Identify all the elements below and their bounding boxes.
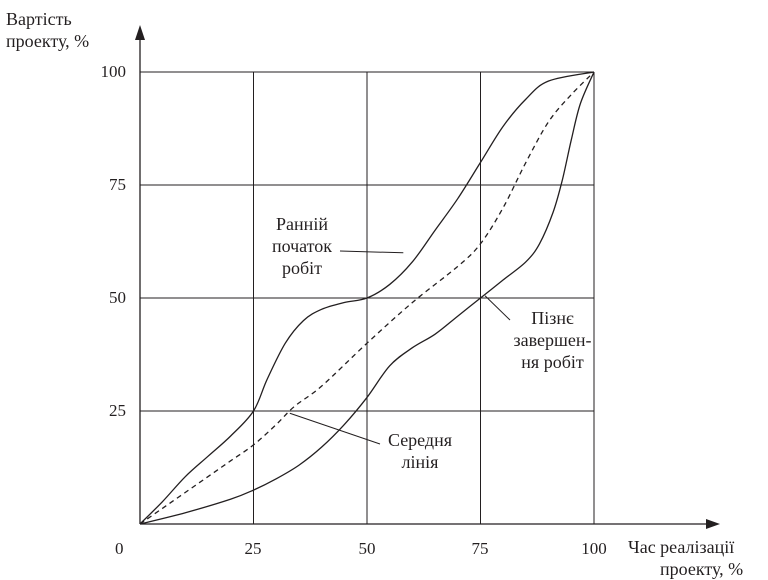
x-tick-label-50: 50	[358, 539, 376, 558]
y-axis-arrow	[135, 25, 145, 40]
x-axis-title-line-2: проекту, %	[660, 559, 744, 579]
x-tick-label-25: 25	[244, 539, 262, 558]
axes	[135, 25, 720, 529]
y-tick-label-100: 100	[100, 62, 127, 81]
annotation-late-finish: Пізнє завершен- ня робіт	[505, 307, 600, 373]
x-tick-label-100: 100	[581, 539, 607, 558]
annotation-middle-line-line-1: Середня	[387, 430, 453, 450]
series-line-late-finish	[139, 71, 595, 525]
origin-label: 0	[115, 539, 124, 558]
annotation-early-start-line-2: початок	[271, 236, 333, 256]
annotation-early-start-line-1: Ранній	[276, 214, 328, 234]
series-layer	[139, 71, 595, 525]
annotation-middle-line: Середня лінія	[370, 429, 470, 473]
annotation-middle-line-line-2: лінія	[401, 452, 439, 472]
x-axis-title-line-1: Час реалізації	[628, 537, 735, 557]
y-tick-label-50: 50	[109, 288, 126, 307]
y-axis-title-line-1: Вартість	[6, 9, 72, 29]
x-axis-title: Час реалізації проекту, %	[628, 536, 743, 580]
annotation-early-start: Ранній початок робіт	[262, 213, 342, 279]
leader-middle-line	[289, 412, 381, 445]
y-tick-label-75: 75	[109, 175, 126, 194]
annotation-early-start-line-3: робіт	[281, 258, 323, 278]
y-axis-title: Вартість проекту, %	[6, 8, 89, 52]
y-axis-title-line-2: проекту, %	[6, 31, 90, 51]
series-line-early-start	[139, 71, 595, 525]
x-tick-label-75: 75	[471, 539, 489, 558]
annotation-leaders	[289, 250, 511, 445]
annotation-late-finish-line-3: ня робіт	[521, 352, 584, 372]
annotation-late-finish-line-1: Пізнє	[531, 308, 574, 328]
leader-early-start	[339, 250, 404, 254]
leader-late-finish	[484, 295, 511, 321]
annotation-late-finish-line-2: завершен-	[513, 330, 592, 350]
x-axis-arrow	[706, 519, 720, 529]
y-tick-label-25: 25	[109, 401, 126, 420]
